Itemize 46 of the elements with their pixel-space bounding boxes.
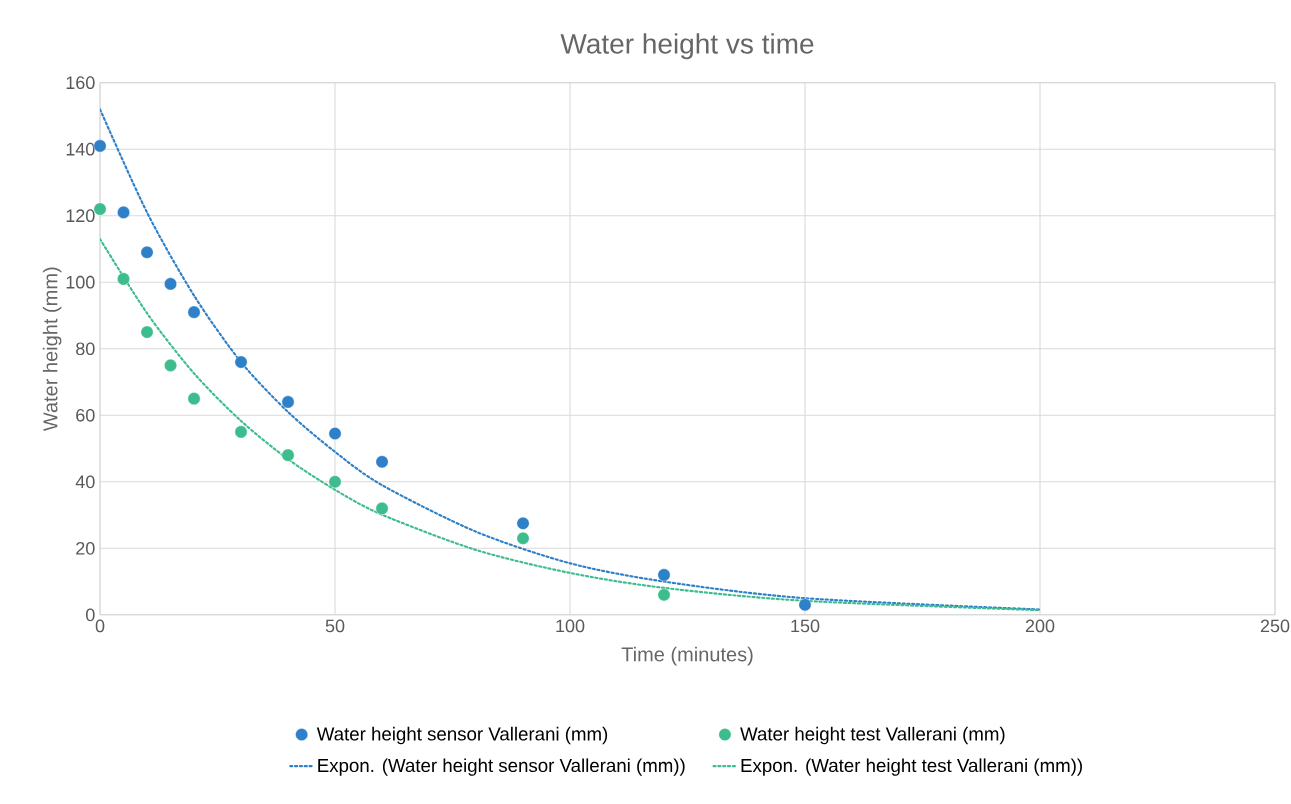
point bbox=[234, 355, 248, 369]
point bbox=[375, 501, 389, 515]
point bbox=[117, 205, 130, 219]
point bbox=[140, 245, 154, 259]
y-tick-label: 0 bbox=[86, 608, 95, 622]
point bbox=[375, 455, 389, 469]
x-tick-label: 50 bbox=[325, 619, 345, 633]
line-series bbox=[100, 237, 1042, 612]
point bbox=[657, 588, 671, 602]
y-tick-label: 120 bbox=[66, 209, 95, 222]
chart-title: Water height vs time bbox=[560, 33, 814, 60]
point bbox=[234, 425, 248, 439]
point bbox=[164, 277, 177, 291]
point bbox=[516, 516, 530, 530]
point bbox=[140, 325, 154, 339]
legend-label: Expon. (Water height test Vallerani (mm)) bbox=[741, 758, 1082, 776]
legend-label: Water height test Vallerani (mm) bbox=[740, 726, 1005, 745]
point bbox=[164, 358, 177, 372]
point bbox=[187, 305, 201, 319]
x-axis-title: Time (minutes) bbox=[621, 646, 753, 666]
x-tick-label: 150 bbox=[791, 619, 820, 633]
x-tick-label: 0 bbox=[95, 619, 105, 633]
line-series bbox=[100, 108, 1042, 611]
point bbox=[328, 475, 342, 489]
x-tick-label: 100 bbox=[556, 619, 585, 633]
y-tick-label: 20 bbox=[76, 541, 95, 555]
y-tick-label: 60 bbox=[76, 408, 95, 422]
y-tick-label: 160 bbox=[66, 76, 95, 89]
legend-label: Expon. (Water height sensor Vallerani (mm)) bbox=[318, 758, 685, 776]
legend-label: Water height sensor Vallerani (mm) bbox=[316, 726, 608, 745]
y-tick-label: 80 bbox=[76, 342, 95, 356]
x-tick-label: 250 bbox=[1260, 619, 1290, 633]
point bbox=[328, 427, 342, 440]
point bbox=[657, 568, 671, 582]
y-tick-label: 100 bbox=[66, 275, 95, 289]
y-axis-title: Water height (mm) bbox=[42, 267, 62, 432]
point bbox=[93, 202, 107, 216]
point bbox=[187, 392, 201, 405]
x-tick-label: 200 bbox=[1025, 619, 1055, 633]
point bbox=[117, 272, 130, 286]
y-tick-label: 40 bbox=[75, 475, 95, 489]
point bbox=[798, 598, 812, 612]
point bbox=[281, 395, 295, 409]
point bbox=[281, 448, 295, 462]
y-tick-label: 140 bbox=[66, 142, 95, 156]
point bbox=[516, 531, 530, 545]
